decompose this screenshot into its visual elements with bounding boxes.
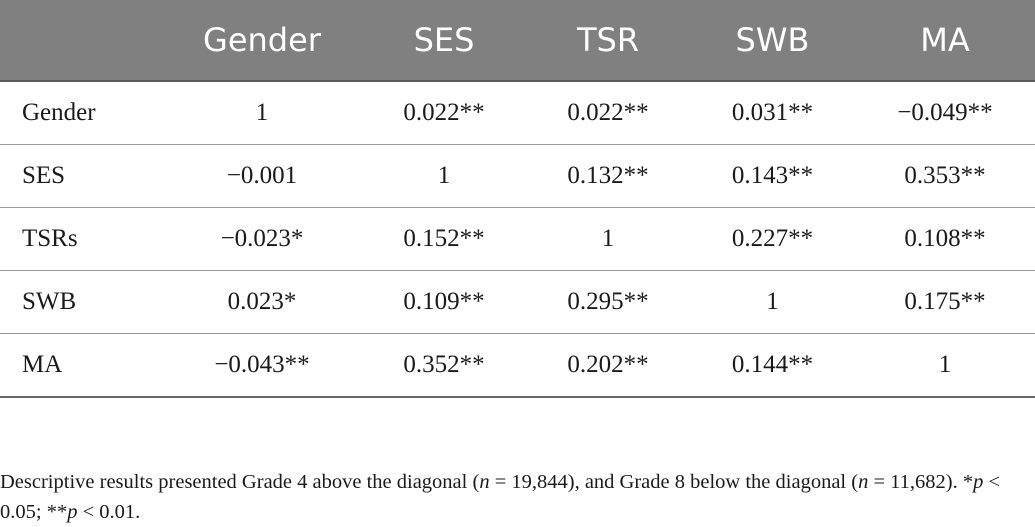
table-header: Gender SES TSR SWB MA xyxy=(0,0,1035,82)
row-label: SES xyxy=(0,144,162,208)
row-label: SWB xyxy=(0,270,162,334)
note-p-symbol: p xyxy=(973,470,984,493)
table-cell: 0.023* xyxy=(162,270,362,334)
table-row: TSRs −0.023* 0.152** 1 0.227** 0.108** xyxy=(0,207,1035,271)
row-label: Gender xyxy=(0,81,162,145)
note-text: = 11,682). * xyxy=(868,470,974,493)
table-row: Gender 1 0.022** 0.022** 0.031** −0.049*… xyxy=(0,81,1035,145)
table-footnote: Descriptive results presented Grade 4 ab… xyxy=(0,467,1030,527)
header-swb: SWB xyxy=(690,0,855,82)
note-text: = 19,844), and Grade 8 below the diagona… xyxy=(489,470,859,493)
table-cell: −0.001 xyxy=(162,144,362,208)
table-cell: 1 xyxy=(362,144,526,208)
table-cell: 0.132** xyxy=(526,144,690,208)
table-cell: 0.143** xyxy=(690,144,855,208)
note-n-symbol: n xyxy=(479,470,490,493)
table-body: Gender 1 0.022** 0.022** 0.031** −0.049*… xyxy=(0,81,1035,398)
table-row: SES −0.001 1 0.132** 0.143** 0.353** xyxy=(0,144,1035,208)
table-cell: 1 xyxy=(855,333,1035,398)
note-text: < 0.05; ** xyxy=(0,470,1001,523)
note-text: < 0.01. xyxy=(77,500,141,523)
correlation-table-container: Gender SES TSR SWB MA Gender 1 0.022** 0… xyxy=(0,0,1035,398)
header-tsr: TSR xyxy=(526,0,690,82)
table-cell: 0.227** xyxy=(690,207,855,271)
table-cell: 0.152** xyxy=(362,207,526,271)
table-row: MA −0.043** 0.352** 0.202** 0.144** 1 xyxy=(0,333,1035,398)
correlation-table: Gender SES TSR SWB MA Gender 1 0.022** 0… xyxy=(0,0,1035,398)
note-n-symbol: n xyxy=(858,470,869,493)
note-p-symbol: p xyxy=(67,500,78,523)
row-label: TSRs xyxy=(0,207,162,271)
table-cell: 0.353** xyxy=(855,144,1035,208)
table-cell: −0.049** xyxy=(855,81,1035,145)
table-cell: 0.202** xyxy=(526,333,690,398)
table-cell: −0.043** xyxy=(162,333,362,398)
header-ma: MA xyxy=(855,0,1035,82)
table-cell: 0.295** xyxy=(526,270,690,334)
table-cell: −0.023* xyxy=(162,207,362,271)
table-cell: 0.352** xyxy=(362,333,526,398)
header-row: Gender SES TSR SWB MA xyxy=(0,0,1035,82)
table-cell: 0.031** xyxy=(690,81,855,145)
table-cell: 1 xyxy=(690,270,855,334)
note-text: Descriptive results presented Grade 4 ab… xyxy=(0,470,480,493)
header-ses: SES xyxy=(362,0,526,82)
table-cell: 0.144** xyxy=(690,333,855,398)
row-label: MA xyxy=(0,333,162,398)
table-cell: 1 xyxy=(526,207,690,271)
table-cell: 1 xyxy=(162,81,362,145)
table-cell: 0.175** xyxy=(855,270,1035,334)
table-cell: 0.022** xyxy=(362,81,526,145)
table-cell: 0.022** xyxy=(526,81,690,145)
table-cell: 0.108** xyxy=(855,207,1035,271)
header-gender: Gender xyxy=(162,0,362,82)
header-corner xyxy=(0,0,162,82)
table-row: SWB 0.023* 0.109** 0.295** 1 0.175** xyxy=(0,270,1035,334)
table-cell: 0.109** xyxy=(362,270,526,334)
